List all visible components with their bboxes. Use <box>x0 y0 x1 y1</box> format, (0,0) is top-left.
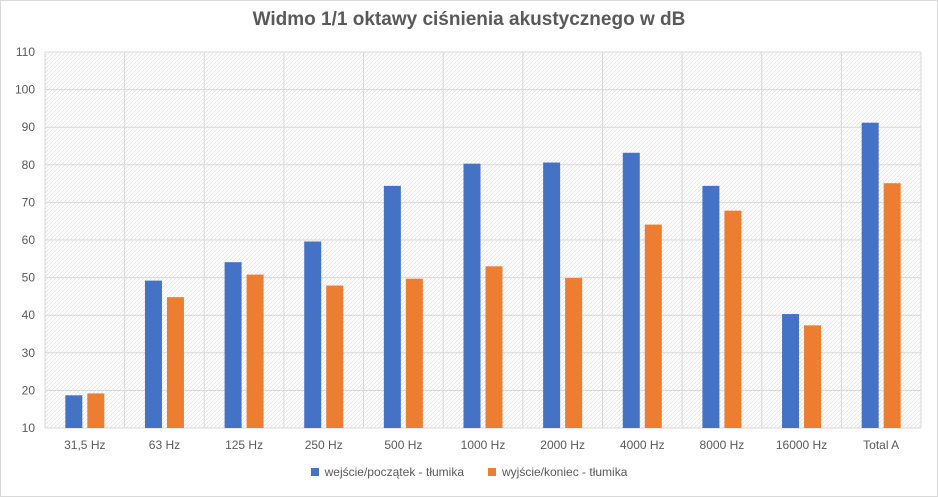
legend-swatch-series-2 <box>488 468 496 476</box>
x-tick-label: 4000 Hz <box>620 438 665 452</box>
bar-series-2-0 <box>87 393 105 428</box>
bar-series-2-4 <box>405 278 423 428</box>
bar-series-1-5 <box>463 163 481 428</box>
y-tick-label: 10 <box>22 421 36 435</box>
bar-series-1-1 <box>144 280 162 428</box>
y-tick-label: 40 <box>22 308 36 322</box>
x-tick-label: 250 Hz <box>305 438 343 452</box>
x-tick-label: 1000 Hz <box>461 438 506 452</box>
bar-series-2-6 <box>565 277 583 428</box>
bar-series-2-3 <box>326 285 344 428</box>
legend-swatch-series-1 <box>310 468 319 476</box>
y-tick-label: 60 <box>22 233 36 247</box>
y-tick-label: 20 <box>22 383 36 397</box>
x-tick-label: 31,5 Hz <box>64 438 105 452</box>
chart-title: Widmo 1/1 oktawy ciśnienia akustycznego … <box>252 9 686 30</box>
bar-series-1-6 <box>543 162 561 428</box>
x-tick-label: Total A <box>863 438 899 452</box>
legend-item-series-1: wejście/początek - tłumika <box>310 465 464 479</box>
bar-series-2-7 <box>644 224 662 428</box>
bar-series-1-9 <box>782 314 800 428</box>
bar-series-2-10 <box>883 183 901 428</box>
bar-series-1-3 <box>304 241 322 428</box>
bar-series-2-5 <box>485 266 503 428</box>
y-tick-label: 100 <box>15 83 35 97</box>
bar-series-1-7 <box>622 152 640 428</box>
x-tick-label: 2000 Hz <box>540 438 585 452</box>
bar-series-2-8 <box>724 210 742 428</box>
bar-series-2-1 <box>166 297 184 428</box>
x-tick-label: 16000 Hz <box>776 438 827 452</box>
y-tick-label: 80 <box>22 158 36 172</box>
bar-series-1-0 <box>65 395 83 428</box>
y-tick-label: 30 <box>22 346 36 360</box>
x-tick-label: 63 Hz <box>149 438 180 452</box>
x-tick-label: 8000 Hz <box>700 438 745 452</box>
x-tick-label: 125 Hz <box>225 438 263 452</box>
chart-legend: wejście/początek - tłumika wyjście/konie… <box>1 465 937 479</box>
y-tick-label: 90 <box>22 120 36 134</box>
legend-label-series-2: wyjście/koniec - tłumika <box>502 465 628 479</box>
bar-series-1-10 <box>861 122 879 429</box>
y-tick-label: 50 <box>22 271 36 285</box>
bar-series-1-2 <box>224 262 242 428</box>
bar-series-1-4 <box>383 185 401 428</box>
bar-series-2-9 <box>804 325 822 428</box>
bar-series-2-2 <box>246 274 264 428</box>
legend-item-series-2: wyjście/koniec - tłumika <box>488 465 627 479</box>
legend-label-series-1: wejście/początek - tłumika <box>324 465 464 479</box>
y-tick-label: 110 <box>16 45 35 59</box>
y-tick-label: 70 <box>22 195 36 209</box>
bar-series-1-8 <box>702 185 720 428</box>
x-tick-label: 500 Hz <box>384 438 422 452</box>
